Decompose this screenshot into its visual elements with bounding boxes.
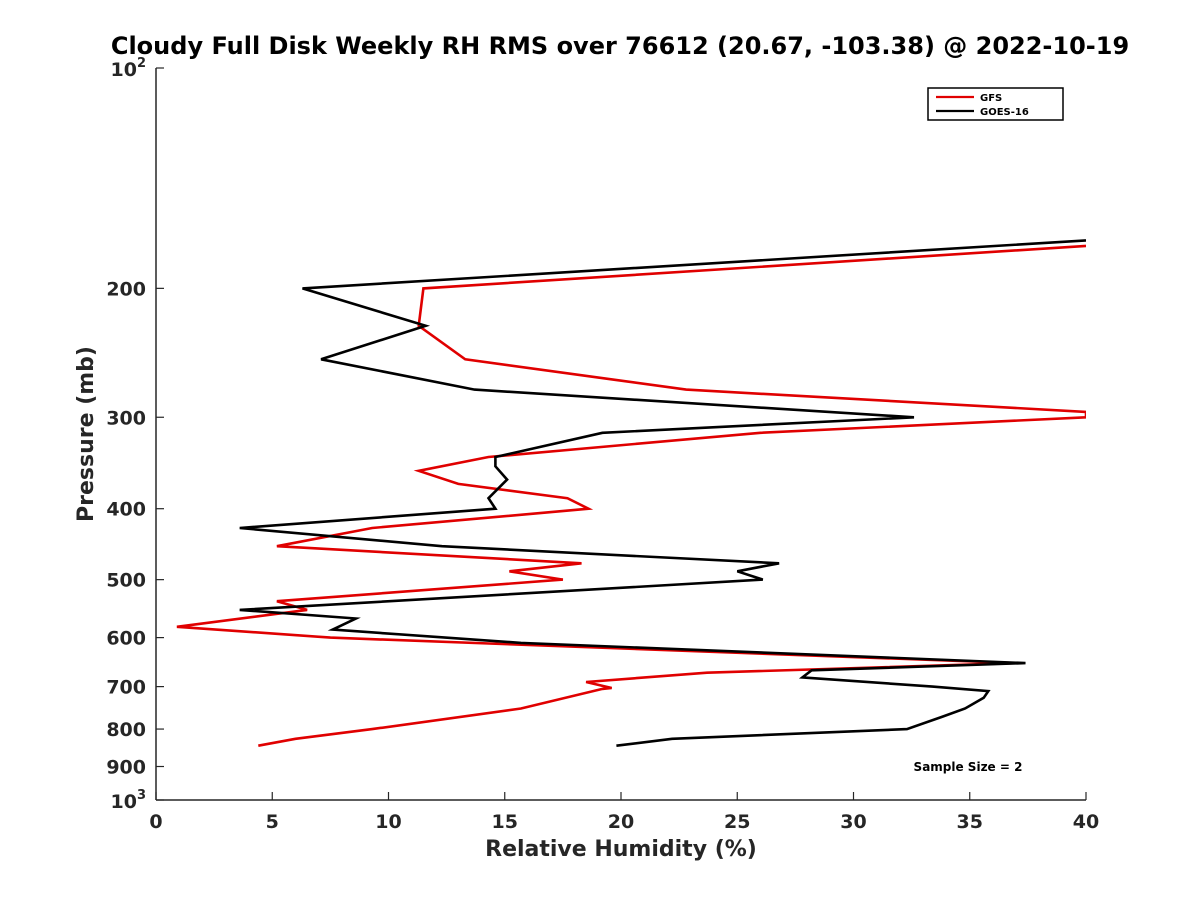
x-tick-label: 30 bbox=[840, 811, 866, 833]
series-line-goes16 bbox=[239, 239, 1086, 747]
y-tick-label: 800 bbox=[106, 719, 146, 741]
legend-label-gfs: GFS bbox=[980, 93, 1002, 104]
y-tick-label: 200 bbox=[106, 278, 146, 300]
legend-label-goes16: GOES-16 bbox=[980, 107, 1029, 118]
y-axis-label: Pressure (mb) bbox=[74, 346, 99, 522]
x-tick-label: 5 bbox=[266, 811, 279, 833]
y-tick-label: 700 bbox=[106, 677, 146, 699]
y-tick-label: 900 bbox=[106, 757, 146, 779]
y-edge-tick-label: 103 bbox=[111, 788, 147, 813]
x-tick-label: 0 bbox=[149, 811, 162, 833]
y-tick-label: 300 bbox=[106, 407, 146, 429]
legend: GFS GOES-16 bbox=[927, 87, 1064, 121]
series-group bbox=[176, 239, 1086, 747]
series-line-gfs bbox=[176, 244, 1086, 747]
y-tick-label: 500 bbox=[106, 570, 146, 592]
sample-size-annotation: Sample Size = 2 bbox=[914, 760, 1023, 774]
x-tick-label: 10 bbox=[375, 811, 401, 833]
x-axis-label: Relative Humidity (%) bbox=[485, 837, 757, 862]
y-axis-ticks: 200 300 400 500 600 700 800 900 102 103 bbox=[106, 56, 164, 813]
x-tick-label: 25 bbox=[724, 811, 750, 833]
chart-title: Cloudy Full Disk Weekly RH RMS over 7661… bbox=[111, 32, 1129, 60]
plot-area bbox=[155, 68, 1086, 801]
x-axis-ticks: 0 5 10 15 20 25 30 35 40 bbox=[149, 792, 1099, 833]
y-tick-label: 400 bbox=[106, 499, 146, 521]
x-tick-label: 35 bbox=[957, 811, 983, 833]
x-tick-label: 15 bbox=[492, 811, 518, 833]
y-edge-tick-label: 102 bbox=[111, 56, 147, 81]
x-tick-label: 40 bbox=[1073, 811, 1099, 833]
legend-box bbox=[927, 87, 1064, 121]
x-tick-label: 20 bbox=[608, 811, 634, 833]
y-tick-label: 600 bbox=[106, 628, 146, 650]
